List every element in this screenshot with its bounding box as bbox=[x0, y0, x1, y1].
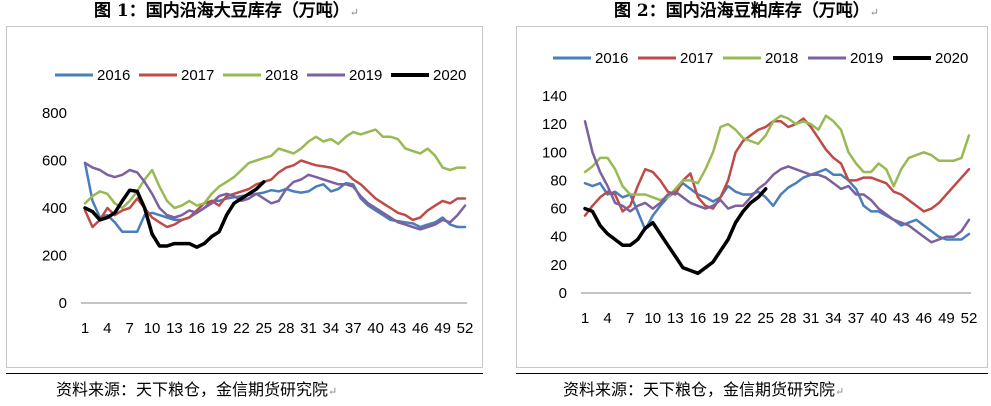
y-tick-label: 60 bbox=[550, 201, 567, 218]
chart-2-title: 图 2：国内沿海豆粕库存（万吨）↵ bbox=[614, 0, 879, 24]
paragraph-mark: ↵ bbox=[869, 6, 879, 19]
series-line-2019 bbox=[583, 120, 971, 244]
chart-2-source-text: 资料来源：天下粮仓，金信期货研究院 bbox=[563, 380, 836, 399]
x-tick-label: 25 bbox=[255, 320, 272, 337]
x-tick-label: 37 bbox=[345, 320, 362, 337]
y-tick-label: 400 bbox=[42, 200, 67, 217]
legend-label-2019: 2019 bbox=[349, 67, 382, 84]
y-tick-label: 0 bbox=[559, 285, 567, 302]
x-tick-label: 31 bbox=[803, 310, 820, 327]
x-tick-label: 25 bbox=[757, 310, 774, 327]
x-tick-label: 52 bbox=[961, 310, 978, 327]
y-tick-label: 800 bbox=[42, 105, 67, 122]
x-tick-label: 40 bbox=[870, 310, 887, 327]
chart-2-title-text: 图 2：国内沿海豆粕库存（万吨） bbox=[614, 1, 870, 21]
legend-label-2019: 2019 bbox=[850, 50, 883, 67]
chart-2-svg: 0 20 40 60 80 100 120 140 1 4 7 10 13 16 19 22 25 28 31 34 3… bbox=[542, 50, 978, 327]
legend-label-2016: 2016 bbox=[97, 67, 130, 84]
x-tick-label: 52 bbox=[457, 320, 474, 337]
x-tick-label: 22 bbox=[735, 310, 752, 327]
x-tick-label: 43 bbox=[893, 310, 910, 327]
paragraph-mark: ↵ bbox=[835, 385, 845, 398]
x-tick-label: 19 bbox=[712, 310, 729, 327]
divider-line bbox=[6, 373, 483, 374]
series-line-2018 bbox=[83, 128, 467, 210]
x-tick-label: 19 bbox=[211, 320, 228, 337]
y-tick-label: 20 bbox=[550, 257, 567, 274]
x-tick-label: 4 bbox=[603, 310, 611, 327]
series-line-2017 bbox=[83, 159, 467, 229]
x-tick-label: 16 bbox=[690, 310, 707, 327]
paragraph-mark: ↵ bbox=[349, 6, 359, 19]
x-tick-label: 1 bbox=[581, 310, 589, 327]
x-tick-label: 22 bbox=[233, 320, 250, 337]
x-tick-label: 16 bbox=[188, 320, 205, 337]
x-tick-label: 4 bbox=[103, 320, 111, 337]
legend-label-2020: 2020 bbox=[935, 50, 968, 67]
y-tick-label: 120 bbox=[542, 116, 567, 133]
chart-1-svg: 0 200 400 600 800 1 4 7 10 13 16 19 22 25 28 31 34 37 40 43… bbox=[42, 67, 474, 337]
x-tick-label: 28 bbox=[278, 320, 295, 337]
x-tick-label: 34 bbox=[323, 320, 340, 337]
x-tick-label: 1 bbox=[81, 320, 89, 337]
series-line-2016 bbox=[83, 161, 467, 234]
series-line-2020 bbox=[583, 187, 768, 276]
divider-line bbox=[516, 373, 988, 374]
legend-label-2017: 2017 bbox=[181, 67, 214, 84]
chart-2-panel: 0 20 40 60 80 100 120 140 1 4 7 10 13 16 19 22 25 28 31 34 3… bbox=[516, 26, 988, 368]
chart-2-source: 资料来源：天下粮仓，金信期货研究院↵ bbox=[563, 378, 844, 402]
x-tick-label: 37 bbox=[848, 310, 865, 327]
y-tick-label: 200 bbox=[42, 248, 67, 265]
x-tick-label: 40 bbox=[367, 320, 384, 337]
x-tick-label: 46 bbox=[915, 310, 932, 327]
chart-1-panel: 0 200 400 600 800 1 4 7 10 13 16 19 22 25 28 31 34 37 40 43… bbox=[6, 26, 483, 368]
legend-label-2018: 2018 bbox=[765, 50, 798, 67]
x-tick-label: 13 bbox=[667, 310, 684, 327]
x-tick-label: 10 bbox=[644, 310, 661, 327]
y-tick-label: 80 bbox=[550, 172, 567, 189]
x-tick-label: 10 bbox=[144, 320, 161, 337]
x-tick-label: 34 bbox=[825, 310, 842, 327]
chart-1-title-text: 图 1：国内沿海大豆库存（万吨） bbox=[94, 1, 350, 21]
series-line-2020 bbox=[83, 180, 266, 249]
chart-1-source-text: 资料来源：天下粮仓，金信期货研究院 bbox=[56, 380, 329, 399]
x-tick-label: 13 bbox=[166, 320, 183, 337]
y-tick-label: 100 bbox=[542, 144, 567, 161]
legend-label-2016: 2016 bbox=[595, 50, 628, 67]
x-tick-label: 49 bbox=[938, 310, 955, 327]
series-line-2018 bbox=[583, 114, 971, 202]
legend-label-2017: 2017 bbox=[680, 50, 713, 67]
x-tick-label: 28 bbox=[780, 310, 797, 327]
y-tick-label: 40 bbox=[550, 229, 567, 246]
x-tick-label: 46 bbox=[412, 320, 429, 337]
series-line-2017 bbox=[583, 117, 971, 217]
chart-1-source: 资料来源：天下粮仓，金信期货研究院↵ bbox=[56, 378, 337, 402]
y-tick-label: 140 bbox=[542, 88, 567, 105]
paragraph-mark: ↵ bbox=[328, 385, 338, 398]
series-line-2019 bbox=[83, 161, 467, 231]
x-tick-label: 7 bbox=[626, 310, 634, 327]
y-tick-label: 0 bbox=[59, 295, 67, 312]
y-tick-label: 600 bbox=[42, 153, 67, 170]
legend-label-2018: 2018 bbox=[265, 67, 298, 84]
x-tick-label: 43 bbox=[390, 320, 407, 337]
legend-label-2020: 2020 bbox=[433, 67, 466, 84]
x-tick-label: 7 bbox=[126, 320, 134, 337]
x-tick-label: 31 bbox=[300, 320, 317, 337]
x-tick-label: 49 bbox=[434, 320, 451, 337]
chart-1-title: 图 1：国内沿海大豆库存（万吨）↵ bbox=[94, 0, 359, 24]
